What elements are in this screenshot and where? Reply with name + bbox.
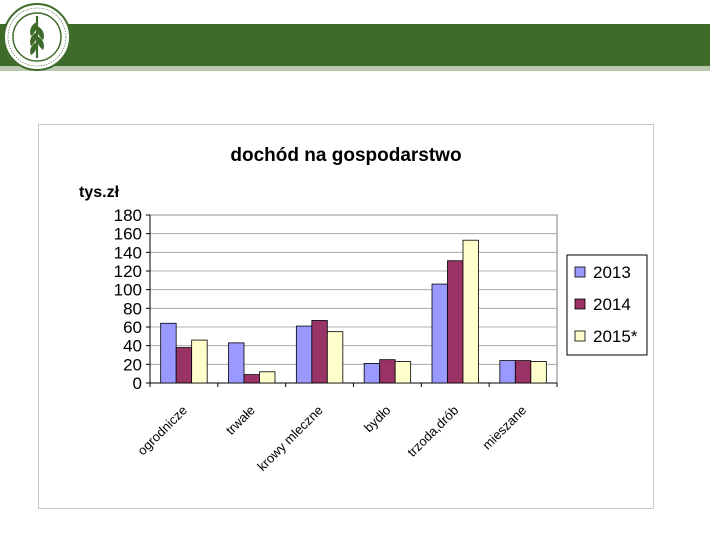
chart-canvas: dochód na gospodarstwo tys.zł 020406080100… <box>79 145 648 474</box>
y-tick-label: 120 <box>114 262 142 281</box>
legend-label: 2015* <box>593 327 638 346</box>
chart-frame: dochód na gospodarstwo tys.zł 0 20 40 60 80 100… <box>38 124 654 509</box>
y-tick-label: 100 <box>114 281 142 300</box>
y-tick-label: 60 <box>123 318 142 337</box>
legend-label: 2013 <box>593 263 631 282</box>
x-tick-label: ogrodnicze <box>134 403 190 459</box>
y-axis-label: tys.zł <box>79 184 120 201</box>
legend-swatch <box>574 330 586 342</box>
bar-2013-4 <box>431 283 448 384</box>
bar-2015-2 <box>326 331 344 384</box>
y-tick-label: 80 <box>123 299 142 318</box>
x-tick-label: bydło <box>361 403 394 436</box>
x-tick-label: trzoda,drób <box>404 403 461 460</box>
bar-2013-0 <box>160 322 177 384</box>
bar-2015-5 <box>530 361 547 384</box>
x-tick-label: trwałe <box>223 403 258 438</box>
bar-2014-3 <box>379 359 396 384</box>
chart-title: dochód na gospodarstwo <box>230 145 461 166</box>
legend-swatch <box>574 298 586 310</box>
bar-2013-2 <box>295 325 313 384</box>
plot-area <box>149 214 558 384</box>
x-tick-label: mieszane <box>479 403 529 453</box>
bar-2014-0 <box>175 347 193 384</box>
bar-2014-5 <box>514 360 532 384</box>
institution-logo <box>3 3 71 71</box>
legend-label: 2014 <box>593 295 631 314</box>
bar-2015-0 <box>191 339 208 384</box>
bar-2013-3 <box>363 362 381 384</box>
y-tick-label: 0 <box>133 374 142 393</box>
bar-2015-4 <box>462 239 479 384</box>
bar-2013-1 <box>228 342 245 384</box>
y-tick-label: 160 <box>114 225 142 244</box>
y-tick-label: 20 <box>123 355 142 374</box>
y-tick-label: 40 <box>123 337 142 356</box>
bar-2013-5 <box>499 360 516 384</box>
bar-2015-3 <box>394 361 412 384</box>
bar-2015-1 <box>259 371 276 384</box>
bar-2014-4 <box>447 260 464 384</box>
header-bar <box>0 24 710 66</box>
y-tick-label: 180 <box>114 206 142 225</box>
header-accent-line <box>0 66 710 71</box>
y-tick-label: 140 <box>114 243 142 262</box>
legend-swatch <box>574 266 586 278</box>
bar-2014-2 <box>311 320 328 384</box>
x-tick-label: krowy mleczne <box>254 403 325 474</box>
bar-2014-1 <box>243 374 260 384</box>
